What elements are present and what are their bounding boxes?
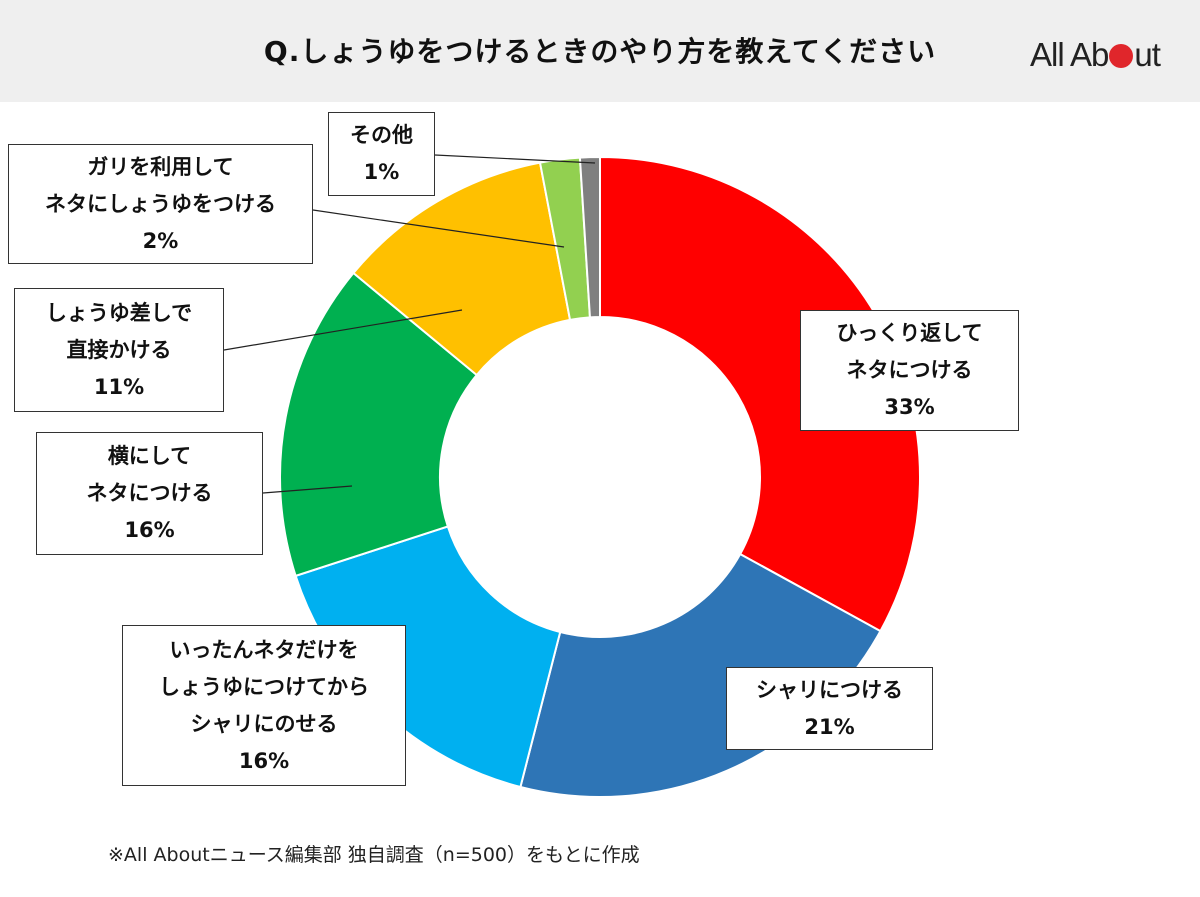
logo-text-left: All Ab — [1030, 36, 1109, 73]
logo-text-right: ut — [1134, 36, 1161, 73]
slice-label-line: シャリにつける — [756, 677, 903, 702]
slice-value-label: 16% — [124, 518, 175, 542]
all-about-logo: All Ab ut — [1030, 36, 1161, 76]
slice-value-label: 16% — [238, 748, 290, 773]
slice-label-line: 横にして — [107, 444, 192, 468]
slice-value-label: 1% — [363, 160, 400, 184]
leader-line-5 — [223, 309, 463, 351]
slice-label-5: しょうゆ差しで 直接かける 11% — [14, 288, 224, 412]
slice-label-6: ガリを利用してネタにしょうゆをつける 2% — [8, 144, 313, 264]
donut-slice-4 — [279, 271, 479, 578]
slice-label-line: ネタにつける — [846, 358, 973, 382]
donut-slice-7 — [578, 155, 601, 319]
logo-dot-icon — [1109, 44, 1134, 68]
slice-label-line: しょうゆ差しで — [45, 300, 193, 325]
slice-label-line: シャリにのせる — [190, 711, 338, 736]
donut-slice-3 — [294, 525, 562, 789]
leader-line-7 — [434, 154, 596, 164]
slice-value-label: 33% — [884, 395, 935, 419]
donut-slice-1 — [599, 155, 921, 633]
slice-value-label: 21% — [804, 714, 855, 739]
slice-label-line: ネタにつける — [86, 481, 213, 505]
slice-label-line: しょうゆにつけてから — [159, 674, 369, 699]
slice-label-1: ひっくり返して ネタにつける 33% — [800, 310, 1019, 431]
header-bar: Q.しょうゆをつけるときのやり方を教えてください All Ab ut — [0, 0, 1200, 102]
slice-label-3: いったんネタだけを しょうゆにつけてから シャリにのせる 16% — [122, 625, 406, 786]
slice-label-line: ネタにしょうゆをつける — [45, 191, 276, 216]
slice-label-line: 直接かける — [66, 337, 172, 362]
leader-line-4 — [262, 485, 353, 494]
slice-label-4: 横にしてネタにつける 16% — [36, 432, 263, 555]
chart-title: Q.しょうゆをつけるときのやり方を教えてください — [263, 35, 937, 68]
slice-label-line: ひっくり返して — [836, 321, 983, 345]
slice-label-line: いったんネタだけを — [169, 637, 359, 662]
slice-label-line: その他 — [350, 123, 413, 147]
slice-label-line: ガリを利用して — [87, 154, 234, 179]
slice-label-2: シャリにつける 21% — [726, 667, 933, 750]
slice-value-label: 11% — [93, 374, 145, 399]
footnote: ※All Aboutニュース編集部 独自調査（n=500）をもとに作成 — [108, 844, 640, 866]
slice-label-7: その他 1% — [328, 112, 435, 196]
leader-line-6 — [312, 209, 565, 248]
slice-value-label: 2% — [142, 228, 179, 253]
